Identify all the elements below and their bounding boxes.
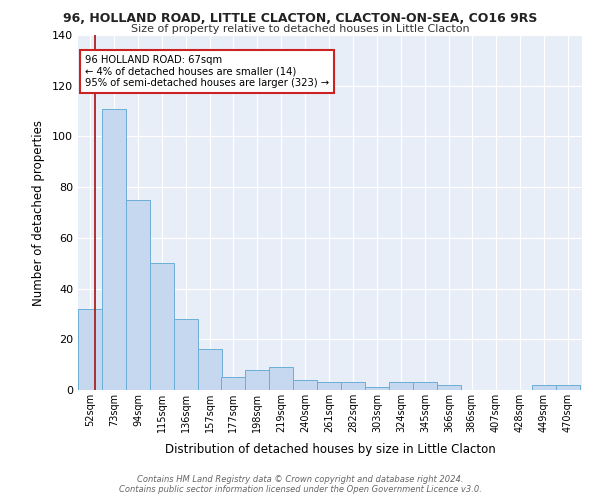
Bar <box>78 309 102 390</box>
Bar <box>198 350 222 390</box>
Bar <box>150 263 174 390</box>
Text: Contains HM Land Registry data © Crown copyright and database right 2024.
Contai: Contains HM Land Registry data © Crown c… <box>119 474 481 494</box>
Bar <box>317 382 341 390</box>
Bar <box>269 367 293 390</box>
Text: 96, HOLLAND ROAD, LITTLE CLACTON, CLACTON-ON-SEA, CO16 9RS: 96, HOLLAND ROAD, LITTLE CLACTON, CLACTO… <box>63 12 537 26</box>
Bar <box>413 382 437 390</box>
Bar <box>293 380 317 390</box>
Bar <box>389 382 413 390</box>
Y-axis label: Number of detached properties: Number of detached properties <box>32 120 45 306</box>
Text: 96 HOLLAND ROAD: 67sqm
← 4% of detached houses are smaller (14)
95% of semi-deta: 96 HOLLAND ROAD: 67sqm ← 4% of detached … <box>85 56 329 88</box>
Bar <box>437 385 461 390</box>
Bar <box>365 388 389 390</box>
Bar <box>126 200 150 390</box>
Bar <box>556 385 580 390</box>
X-axis label: Distribution of detached houses by size in Little Clacton: Distribution of detached houses by size … <box>164 444 496 456</box>
Bar <box>221 378 245 390</box>
Bar <box>341 382 365 390</box>
Bar <box>174 319 198 390</box>
Text: Size of property relative to detached houses in Little Clacton: Size of property relative to detached ho… <box>131 24 469 34</box>
Bar <box>245 370 269 390</box>
Bar <box>532 385 556 390</box>
Bar <box>102 108 126 390</box>
